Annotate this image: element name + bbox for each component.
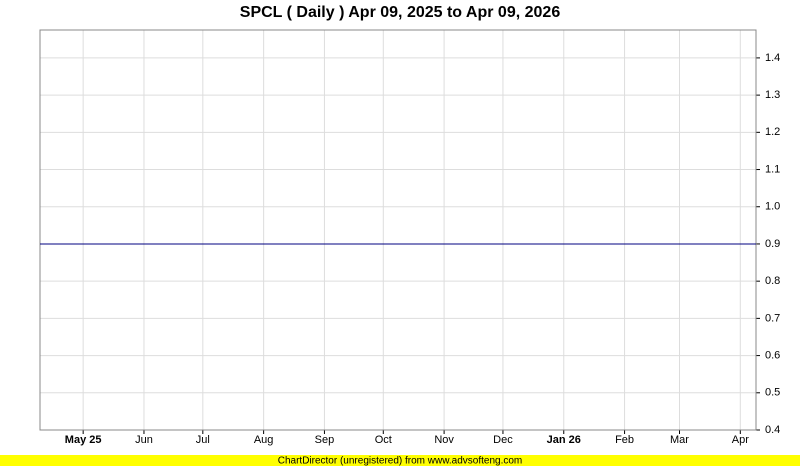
x-tick-label: Nov (434, 434, 454, 446)
x-tick-label: Dec (493, 434, 513, 446)
y-tick-label: 1.0 (765, 201, 780, 213)
x-tick-label: Oct (375, 434, 392, 446)
y-tick-label: 0.6 (765, 349, 780, 361)
x-tick-label: May 25 (65, 434, 102, 446)
y-tick-label: 1.4 (765, 52, 780, 64)
plot-border (39, 29, 757, 431)
y-tick-label: 0.8 (765, 275, 780, 287)
y-tick-label: 1.1 (765, 163, 780, 175)
x-tick-label: Apr (732, 434, 749, 446)
y-tick-label: 0.5 (765, 387, 780, 399)
x-tick-label: Sep (315, 434, 335, 446)
x-tick-label: Jul (196, 434, 210, 446)
chart-title: SPCL ( Daily ) Apr 09, 2025 to Apr 09, 2… (240, 4, 561, 21)
plot-area (40, 30, 756, 430)
y-tick-label: 1.2 (765, 126, 780, 138)
y-tick-label: 0.9 (765, 238, 780, 250)
x-tick-label: Mar (670, 434, 689, 446)
x-tick-label: Feb (615, 434, 634, 446)
y-tick-label: 0.4 (765, 424, 780, 436)
x-tick-label: Jun (135, 434, 153, 446)
x-tick-label: Aug (254, 434, 274, 446)
y-tick-label: 1.3 (765, 89, 780, 101)
x-tick-label: Jan 26 (547, 434, 581, 446)
footer-band (0, 455, 800, 466)
footer-text: ChartDirector (unregistered) from www.ad… (278, 456, 523, 466)
y-tick-label: 0.7 (765, 312, 780, 324)
